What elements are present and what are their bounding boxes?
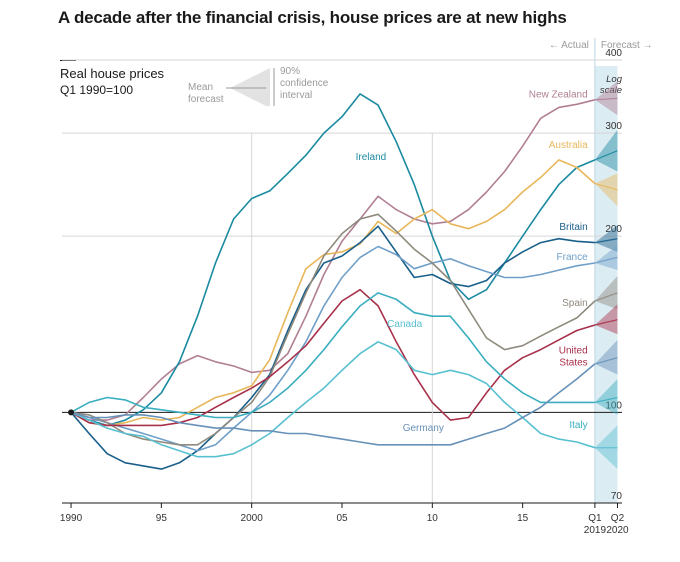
forecast-fan-france xyxy=(594,245,618,271)
x-tick-label-Q1: Q1 xyxy=(588,513,602,524)
y-tick-label-100: 100 xyxy=(605,400,622,411)
chart-title: A decade after the financial crisis, hou… xyxy=(58,8,567,27)
forecast-mean-australia xyxy=(594,182,618,191)
forecast-fan-britain xyxy=(594,224,618,252)
forecast-fan-ireland xyxy=(594,129,618,172)
y-tick-label-200: 200 xyxy=(605,224,622,235)
series-line-spain xyxy=(70,213,596,446)
series-line-new-zealand xyxy=(70,99,596,421)
series-label-ireland: Ireland xyxy=(356,152,387,163)
forecast-fan-spain xyxy=(594,275,618,310)
forecast-fan-italy xyxy=(594,379,618,415)
series-label-new-zealand: New Zealand xyxy=(529,90,588,101)
forecast-fan-germany xyxy=(594,339,618,375)
forecast-mean-spain xyxy=(594,292,618,302)
subtitle-line-1: Real house prices xyxy=(60,66,165,81)
x-tick-label-2000: 2000 xyxy=(241,513,264,524)
series-line-canada xyxy=(70,341,596,458)
series-label-italy: Italy xyxy=(569,420,587,431)
forecast-fan-new-zealand xyxy=(594,81,618,116)
series-label-australia: Australia xyxy=(549,140,588,151)
forecast-mean-ireland xyxy=(594,150,618,161)
series-line-italy xyxy=(70,292,595,419)
x-tick-label2-Q2: 2020 xyxy=(606,525,629,536)
chart-subtitle: Real house prices Q1 1990=100 xyxy=(60,66,164,98)
y-tick-label-300: 300 xyxy=(605,121,622,132)
series-line-france xyxy=(70,245,596,452)
x-tick-label-15: 15 xyxy=(517,513,529,524)
x-tick-label2-Q1: 2019 xyxy=(584,525,607,536)
series-label-united-states-line-1: United xyxy=(559,346,588,357)
scale-note-line-2: scale xyxy=(600,85,622,96)
origin-point xyxy=(68,409,75,416)
confidence-interval-icon xyxy=(226,68,275,106)
confidence-interval-label: 90% confidence interval xyxy=(280,66,329,101)
series-line-germany xyxy=(70,363,596,446)
forecast-mean-britain xyxy=(594,238,618,244)
series-line-united-states xyxy=(70,288,596,427)
series-line-australia xyxy=(70,159,596,427)
x-tick-label-10: 10 xyxy=(427,513,439,524)
series-label-united-states: United States xyxy=(559,346,588,369)
series-line-ireland xyxy=(70,93,596,427)
y-tick-label-400: 400 xyxy=(605,48,622,59)
series-label-britain: Britain xyxy=(559,222,587,233)
scale-note-line-1: Log xyxy=(606,74,623,85)
series-line-britain xyxy=(70,225,595,470)
series-label-united-states-line-2: States xyxy=(559,358,587,369)
forecast-mean-new-zealand xyxy=(594,97,618,101)
series-label-canada: Canada xyxy=(387,319,422,330)
series-label-france: France xyxy=(557,252,589,263)
subtitle-line-2: Q1 1990=100 xyxy=(60,83,134,97)
x-tick-label-95: 95 xyxy=(156,513,168,524)
actual-label: ← Actual xyxy=(549,40,589,51)
forecast-label: Forecast → xyxy=(601,40,653,51)
x-tick-label-Q2: Q2 xyxy=(611,513,625,524)
forecast-mean-germany xyxy=(594,357,618,365)
forecast-fan-united-states xyxy=(594,304,618,335)
forecast-band xyxy=(594,66,618,503)
forecast-fan-australia xyxy=(594,173,618,207)
forecast-mean-france xyxy=(594,256,618,264)
series-label-germany: Germany xyxy=(403,423,444,434)
series-label-spain: Spain xyxy=(562,298,588,309)
forecast-mean-united-states xyxy=(594,319,618,326)
forecast-mean-italy xyxy=(594,396,618,403)
x-tick-label-05: 05 xyxy=(336,513,348,524)
x-tick-label-1990: 1990 xyxy=(60,513,83,524)
y-tick-label-70: 70 xyxy=(611,491,623,502)
mean-forecast-label: Mean forecast xyxy=(188,82,224,105)
